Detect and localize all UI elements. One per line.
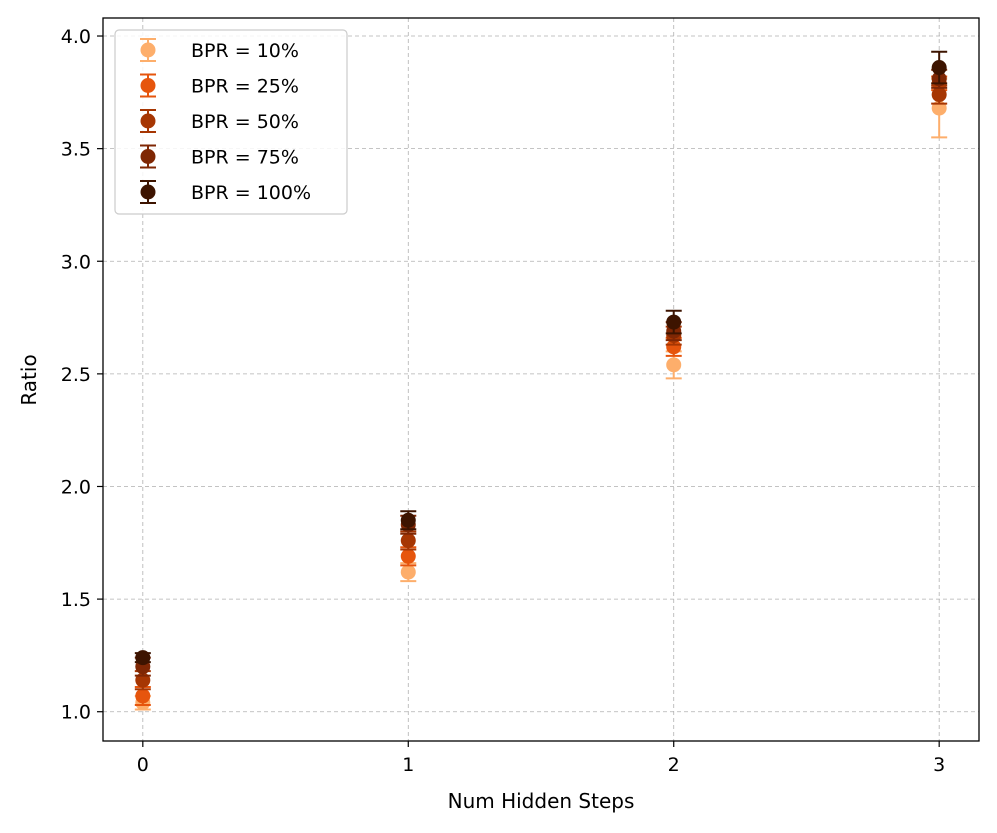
y-tick-label: 2.0 <box>61 476 91 498</box>
y-tick-label: 1.5 <box>61 589 91 611</box>
y-tick-label: 1.0 <box>61 702 91 724</box>
legend-marker <box>140 42 156 58</box>
x-tick-label: 2 <box>668 754 680 776</box>
legend-marker <box>140 78 156 93</box>
y-axis-label: Ratio <box>17 354 41 405</box>
data-point <box>135 688 151 704</box>
legend-label: BPR = 10% <box>191 40 299 62</box>
y-tick-label: 3.5 <box>61 139 91 161</box>
data-point <box>931 60 947 76</box>
data-point <box>400 512 416 528</box>
data-series <box>134 50 948 711</box>
y-tick-label: 2.5 <box>61 364 91 386</box>
series-5 <box>134 50 948 666</box>
data-point <box>400 564 416 580</box>
legend-marker <box>140 184 156 200</box>
x-tick-label: 0 <box>137 754 149 776</box>
plot-frame <box>102 17 980 742</box>
data-point <box>400 548 416 564</box>
data-point <box>666 339 682 355</box>
legend-label: BPR = 100% <box>191 182 311 204</box>
data-point <box>135 650 151 666</box>
data-point <box>400 533 416 549</box>
axis-ticks: 0 1 2 3 1.0 1.5 2.0 2.5 3.0 3.5 4.0 <box>61 26 945 776</box>
x-tick-label: 1 <box>402 754 414 776</box>
data-point <box>666 357 682 373</box>
legend-item: BPR = 25% <box>140 73 299 98</box>
legend-label: BPR = 50% <box>191 111 299 133</box>
legend-marker <box>140 149 156 164</box>
legend-label: BPR = 25% <box>191 76 299 98</box>
legend: BPR = 10% BPR = 25% BPR = 50% BPR = 75% BPR … <box>114 29 348 215</box>
legend-item: BPR = 10% <box>140 38 299 62</box>
legend-label: BPR = 75% <box>191 147 299 169</box>
legend-item: BPR = 50% <box>140 109 299 133</box>
x-axis-label: Num Hidden Steps <box>448 789 635 813</box>
data-point <box>931 87 947 103</box>
y-tick-label: 3.0 <box>61 251 91 273</box>
legend-marker <box>140 113 156 129</box>
data-point <box>666 314 682 330</box>
legend-box <box>114 29 348 215</box>
x-tick-label: 3 <box>933 754 945 776</box>
y-tick-label: 4.0 <box>61 26 91 48</box>
legend-item: BPR = 100% <box>140 180 311 204</box>
legend-item: BPR = 75% <box>140 144 299 169</box>
